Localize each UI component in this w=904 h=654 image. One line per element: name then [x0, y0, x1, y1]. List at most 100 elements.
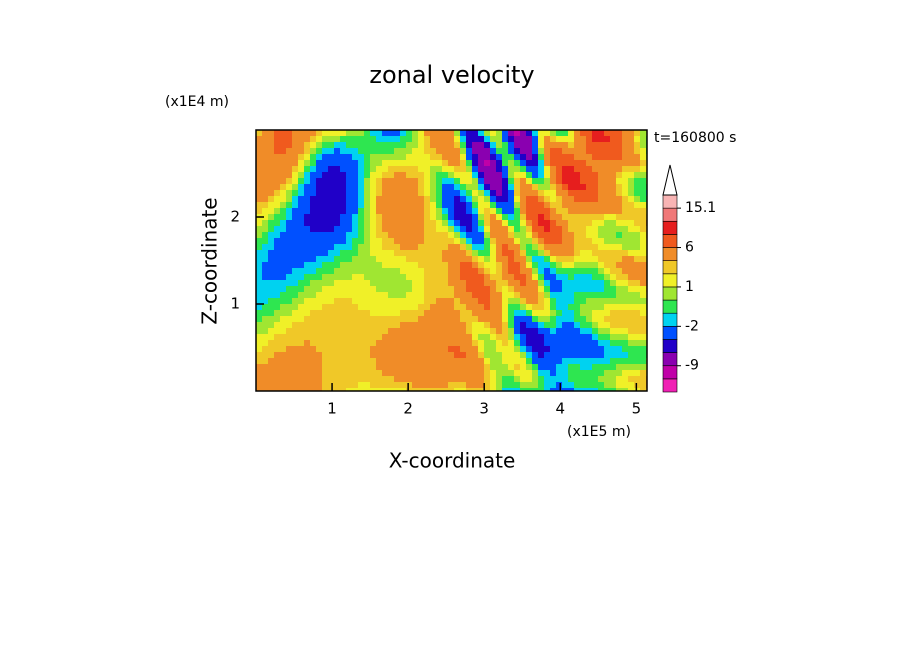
field-cell	[556, 370, 562, 376]
field-cell	[448, 220, 454, 226]
field-cell	[532, 352, 538, 358]
field-cell	[340, 196, 346, 202]
field-cell	[322, 286, 328, 292]
field-cell	[370, 142, 376, 148]
field-cell	[598, 244, 604, 250]
field-cell	[514, 184, 520, 190]
field-cell	[340, 220, 346, 226]
field-cell	[490, 256, 496, 262]
field-cell	[556, 310, 562, 316]
field-cell	[622, 184, 628, 190]
field-cell	[526, 274, 532, 280]
field-cell	[490, 346, 496, 352]
field-cell	[388, 166, 394, 172]
field-cell	[328, 340, 334, 346]
field-cell	[376, 196, 382, 202]
field-cell	[358, 250, 364, 256]
field-cell	[538, 250, 544, 256]
field-cell	[424, 328, 430, 334]
field-cell	[592, 382, 598, 388]
field-cell	[490, 370, 496, 376]
field-cell	[514, 292, 520, 298]
field-cell	[256, 256, 262, 262]
field-cell	[334, 142, 340, 148]
field-cell	[628, 238, 634, 244]
field-cell	[460, 292, 466, 298]
field-cell	[526, 250, 532, 256]
field-cell	[364, 286, 370, 292]
field-cell	[334, 220, 340, 226]
field-cell	[388, 250, 394, 256]
field-cell	[334, 244, 340, 250]
field-cell	[496, 388, 502, 391]
field-cell	[478, 142, 484, 148]
field-cell	[472, 244, 478, 250]
field-cell	[508, 370, 514, 376]
field-cell	[352, 382, 358, 388]
field-cell	[604, 142, 610, 148]
field-cell	[508, 244, 514, 250]
field-cell	[292, 196, 298, 202]
field-cell	[286, 298, 292, 304]
field-cell	[622, 352, 628, 358]
field-cell	[586, 322, 592, 328]
field-cell	[580, 244, 586, 250]
field-cell	[532, 214, 538, 220]
field-cell	[496, 238, 502, 244]
field-cell	[592, 328, 598, 334]
field-cell	[394, 304, 400, 310]
colorbar-label: 6	[685, 240, 694, 256]
field-cell	[346, 238, 352, 244]
field-cell	[346, 268, 352, 274]
field-cell	[580, 268, 586, 274]
field-cell	[562, 184, 568, 190]
field-cell	[598, 292, 604, 298]
field-cell	[616, 202, 622, 208]
field-cell	[256, 382, 262, 388]
field-cell	[502, 322, 508, 328]
field-cell	[580, 304, 586, 310]
field-cell	[382, 136, 388, 142]
field-cell	[472, 172, 478, 178]
field-cell	[508, 310, 514, 316]
field-cell	[316, 286, 322, 292]
field-cell	[580, 346, 586, 352]
field-cell	[274, 334, 280, 340]
field-cell	[286, 376, 292, 382]
field-cell	[364, 130, 370, 136]
field-cell	[514, 172, 520, 178]
field-cell	[436, 358, 442, 364]
field-cell	[586, 262, 592, 268]
contour-field	[256, 130, 647, 391]
field-cell	[466, 178, 472, 184]
field-cell	[460, 322, 466, 328]
field-cell	[400, 388, 406, 391]
field-cell	[586, 328, 592, 334]
field-cell	[574, 226, 580, 232]
field-cell	[532, 154, 538, 160]
field-cell	[274, 238, 280, 244]
field-cell	[334, 172, 340, 178]
field-cell	[490, 196, 496, 202]
field-cell	[388, 136, 394, 142]
field-cell	[490, 178, 496, 184]
field-cell	[610, 274, 616, 280]
field-cell	[526, 184, 532, 190]
field-cell	[316, 292, 322, 298]
field-cell	[286, 130, 292, 136]
field-cell	[592, 310, 598, 316]
field-cell	[586, 208, 592, 214]
field-cell	[298, 208, 304, 214]
chart-title: zonal velocity	[369, 61, 534, 89]
field-cell	[562, 340, 568, 346]
field-cell	[442, 316, 448, 322]
field-cell	[502, 190, 508, 196]
field-cell	[496, 376, 502, 382]
field-cell	[364, 268, 370, 274]
field-cell	[586, 214, 592, 220]
field-cell	[574, 340, 580, 346]
field-cell	[268, 382, 274, 388]
field-cell	[550, 358, 556, 364]
field-cell	[610, 268, 616, 274]
field-cell	[490, 298, 496, 304]
